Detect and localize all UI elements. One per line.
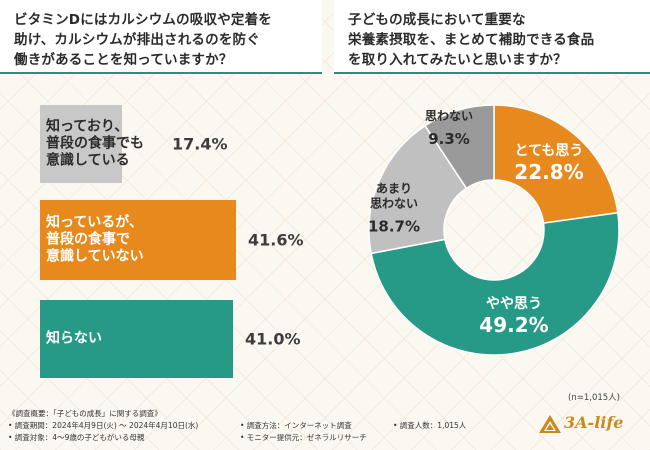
left-question-line: ビタミンDにはカルシウムの吸収や定着を — [14, 12, 273, 28]
left-question-line: 働きがあることを知っていますか？ — [14, 52, 233, 68]
right-question-line: 栄養素摂取を、まとめて補助できる食品 — [348, 32, 595, 48]
bar-known-and-conscious: 知っており、 普段の食事でも 意識している — [40, 105, 144, 183]
bar-category-line: 意識していない — [46, 248, 144, 265]
bar-value-label: 41.0% — [245, 329, 301, 349]
donut-category-label: 思わない — [425, 109, 473, 123]
donut-value-label: 49.2% — [479, 313, 548, 337]
survey-count: • 調査人数：1,015人 — [393, 421, 467, 430]
donut-slice — [424, 104, 495, 190]
donut-category-label: とても思う — [515, 143, 584, 159]
brand-logo: 3A-life — [538, 410, 638, 438]
donut-value-label: 18.7% — [368, 218, 420, 236]
donut-slice — [370, 211, 620, 356]
left-question: ビタミンDにはカルシウムの吸収や定着を 助け、カルシウムが排出されるのを防ぐ 働… — [0, 0, 322, 74]
leaf-triangle-icon — [539, 415, 561, 433]
right-question-line: を取り入れてみたいと思いますか？ — [348, 52, 567, 68]
survey-method: • 調査方法：インターネット調査 — [240, 421, 352, 430]
donut-category-label: やや思う — [486, 296, 542, 312]
sample-size: (n=1,015人) — [568, 393, 620, 403]
right-question-line: 子どもの成長において重要な — [348, 12, 526, 28]
bar-category-line: 知らない — [46, 330, 102, 347]
bar-category-line: 普段の食事でも — [46, 135, 144, 152]
bar-known-not-conscious: 知っているが、 普段の食事で 意識していない — [40, 200, 236, 280]
logo-text: 3A-life — [564, 413, 624, 432]
donut-value-label: 22.8% — [514, 160, 583, 184]
donut-slice — [493, 104, 619, 224]
bar-category-label: 知らない — [46, 331, 102, 348]
bar-category-line: 知っているが、 — [46, 214, 144, 231]
right-question: 子どもの成長において重要な 栄養素摂取を、まとめて補助できる食品 を取り入れてみ… — [334, 0, 650, 74]
donut-category-label: 思わない — [370, 197, 418, 211]
survey-title: 《調査概要：「子どもの成長」に関する調査》 — [8, 409, 162, 418]
donut-value-label: 9.3% — [428, 130, 470, 148]
bar-not-known: 知らない — [40, 300, 233, 378]
bar-category-line: 意識している — [46, 152, 130, 169]
donut-slice — [368, 124, 468, 255]
bar-category-label: 知っているが、 普段の食事で 意識していない — [46, 215, 144, 266]
survey-provider: • モニター提供元：ゼネラルリサーチ — [240, 433, 367, 442]
bar-category-label: 知っており、 普段の食事でも 意識している — [46, 119, 144, 170]
bar-category-line: 知っており、 — [46, 118, 129, 135]
survey-period: • 調査期間：2024年4月9日(火) ～ 2024年4月10日(水) — [8, 421, 199, 430]
donut-category-label: あまり — [376, 182, 412, 196]
bar-value-label: 41.6% — [248, 230, 304, 250]
bar-value-label: 17.4% — [172, 134, 228, 154]
survey-target: • 調査対象：4～9歳の子どもがいる母親 — [8, 433, 145, 442]
bar-category-line: 普段の食事で — [46, 231, 130, 248]
left-question-line: 助け、カルシウムが排出されるのを防ぐ — [14, 32, 260, 48]
